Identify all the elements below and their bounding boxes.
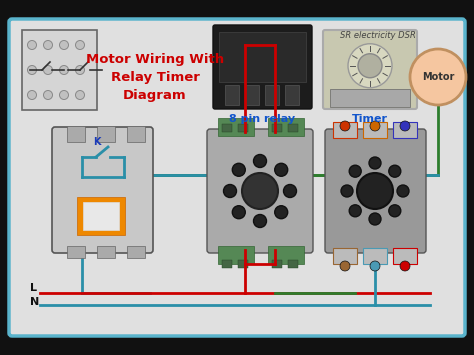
Circle shape [242,173,278,209]
Bar [83,202,119,230]
Text: Timer: Timer [352,114,388,124]
Circle shape [60,91,69,99]
Circle shape [340,121,350,131]
FancyBboxPatch shape [207,129,313,253]
Circle shape [275,163,288,176]
Bar [218,246,254,264]
Bar [333,248,357,264]
Circle shape [369,157,381,169]
Bar [330,89,410,107]
Text: N: N [30,297,39,307]
Bar [97,126,115,142]
Circle shape [27,91,36,99]
Text: K: K [93,137,100,147]
FancyBboxPatch shape [213,25,312,109]
Bar [67,126,85,142]
Circle shape [254,154,266,168]
Bar [288,260,298,268]
Circle shape [400,121,410,131]
Bar [127,126,145,142]
Circle shape [232,206,245,219]
Bar [77,197,125,235]
Text: Motor Wiring With
Relay Timer
Diagram: Motor Wiring With Relay Timer Diagram [86,53,224,102]
Bar [222,124,232,132]
Circle shape [283,185,297,197]
Circle shape [349,205,361,217]
Circle shape [400,261,410,271]
Bar [272,124,282,132]
Circle shape [389,205,401,217]
Circle shape [27,40,36,49]
FancyBboxPatch shape [9,19,465,336]
Circle shape [60,40,69,49]
Bar [268,246,304,264]
Bar [285,85,299,105]
FancyBboxPatch shape [325,129,426,253]
Circle shape [340,261,350,271]
Circle shape [44,66,53,75]
Circle shape [370,261,380,271]
Text: L: L [30,283,37,293]
Circle shape [357,173,393,209]
Circle shape [27,66,36,75]
Bar [268,118,304,136]
Circle shape [44,40,53,49]
Bar [363,248,387,264]
Text: Motor: Motor [422,72,454,82]
Bar [272,260,282,268]
Circle shape [349,165,361,177]
Circle shape [75,40,84,49]
Circle shape [410,49,466,105]
Circle shape [75,66,84,75]
Circle shape [370,121,380,131]
Circle shape [348,44,392,88]
Circle shape [60,66,69,75]
Bar [222,260,232,268]
FancyBboxPatch shape [52,127,153,253]
Bar [225,85,239,105]
Circle shape [75,91,84,99]
Bar [22,30,97,110]
Text: 8 pin relay: 8 pin relay [229,114,295,124]
Bar [0,0,474,28]
Bar [393,248,417,264]
Bar [0,337,474,355]
FancyBboxPatch shape [323,30,417,109]
Circle shape [44,91,53,99]
Bar [393,122,417,138]
Bar [333,122,357,138]
Bar [67,246,85,258]
Bar [265,85,279,105]
Circle shape [358,54,382,78]
Bar [238,124,248,132]
Bar [245,85,259,105]
Circle shape [389,165,401,177]
Bar [218,118,254,136]
Text: SR electricity DSR: SR electricity DSR [340,31,416,39]
Circle shape [254,214,266,228]
Circle shape [275,206,288,219]
Circle shape [224,185,237,197]
Bar [219,32,306,82]
Bar [363,122,387,138]
Bar [288,124,298,132]
Bar [238,260,248,268]
Circle shape [369,213,381,225]
Circle shape [341,185,353,197]
Bar [127,246,145,258]
Bar [97,246,115,258]
Circle shape [232,163,245,176]
Circle shape [397,185,409,197]
